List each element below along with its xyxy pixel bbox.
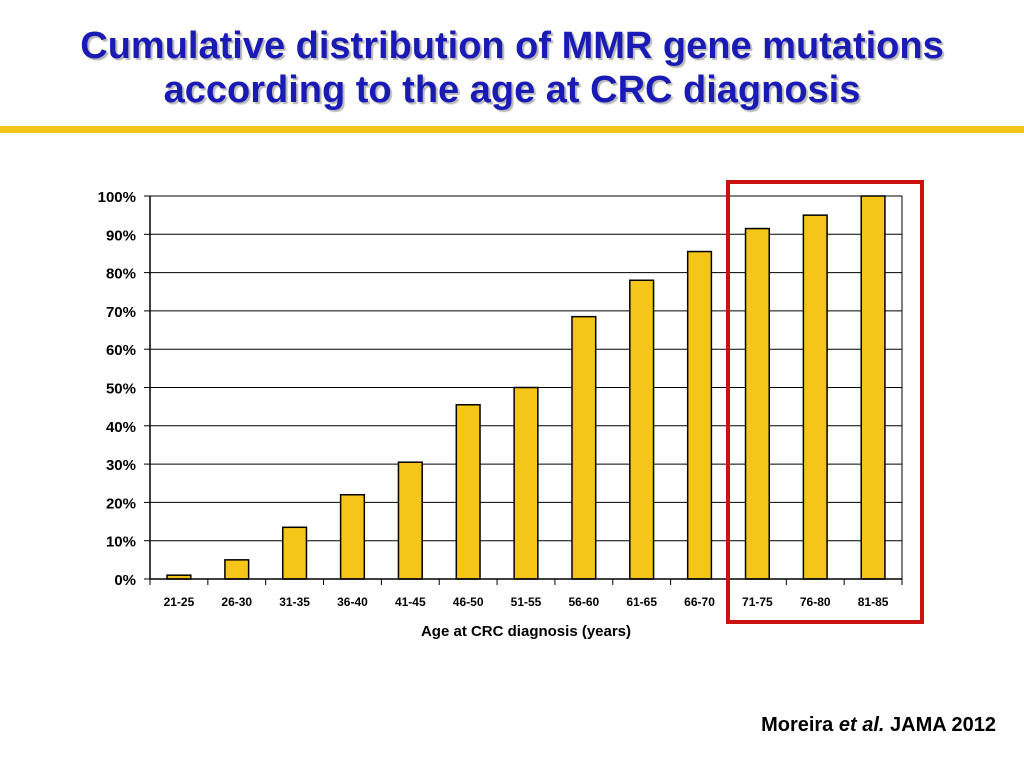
citation: Moreira et al. JAMA 2012 [761,714,996,737]
bar-76-80 [802,214,828,580]
title-line-2: according to the age at CRC diagnosis [163,69,861,111]
highlight-box [726,180,924,624]
x-axis-title: Age at CRC diagnosis (years) [421,623,631,640]
bar-66-70 [686,250,713,580]
citation-journal: JAMA 2012 [890,714,996,736]
bar-81-85 [860,195,886,580]
x-tick-label: 36-40 [337,595,368,609]
bar-71-75 [744,227,770,580]
x-tick-label: 51-55 [511,595,542,609]
tick-labels: 0% 10% 20% 30% 40% 50% 60% 70% 80% 90% 100% 21-25 26… [98,189,889,609]
y-tick-label: 0% [114,572,136,589]
y-tick-label: 80% [106,266,136,283]
x-tick-label: 21-25 [164,595,195,609]
x-tick-label: 56-60 [568,595,599,609]
bar-51-55 [513,386,539,580]
y-tick-label: 70% [106,304,136,321]
y-tick-label: 50% [106,381,136,398]
x-tick-label: 26-30 [221,595,252,609]
y-tick-label: 20% [106,495,136,512]
bar-56-60 [571,315,597,580]
bar-26-30 [224,559,250,580]
y-tick-label: 10% [106,534,136,551]
y-tick-label: 90% [106,227,136,244]
x-tick-label: 71-75 [742,595,773,609]
x-tick-label: 81-85 [858,595,889,609]
x-tick-label: 76-80 [800,595,831,609]
x-tick-label: 41-45 [395,595,426,609]
x-tick-label: 61-65 [626,595,657,609]
bar-46-50 [455,403,481,580]
x-tick-label: 46-50 [453,595,484,609]
y-tick-label: 30% [106,457,136,474]
y-tick-label: 100% [98,189,136,206]
axes [144,195,903,585]
bar-31-35 [282,526,308,580]
y-tick-label: 40% [106,419,136,436]
bar-61-65 [629,279,655,580]
citation-author: Moreira [761,714,834,736]
bar-41-45 [397,461,423,580]
bar-36-40 [339,493,366,580]
x-tick-label: 31-35 [279,595,310,609]
title-line-1: Cumulative distribution of MMR gene muta… [80,25,944,67]
y-tick-label: 60% [106,342,136,359]
x-tick-label: 66-70 [684,595,715,609]
citation-etal: et al. [838,714,885,736]
title-rule [0,126,1024,133]
slide-title: Cumulative distribution of MMR gene muta… [0,24,1024,112]
